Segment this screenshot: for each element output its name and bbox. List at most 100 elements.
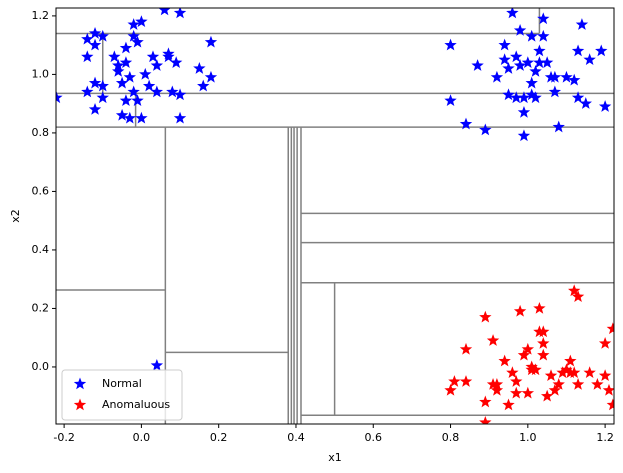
star-point — [498, 354, 511, 367]
star-point — [548, 85, 562, 98]
star-point — [537, 348, 550, 361]
star-point — [88, 76, 102, 89]
star-point — [479, 310, 492, 323]
star-point — [544, 369, 558, 381]
star-point — [96, 29, 109, 42]
star-point — [537, 337, 550, 349]
star-point — [529, 91, 542, 104]
x-tick-label: 1.2 — [596, 431, 614, 444]
star-point — [158, 8, 171, 16]
star-point — [517, 105, 531, 118]
y-tick-label: 0.2 — [32, 301, 50, 314]
star-point — [479, 416, 492, 424]
star-point — [521, 56, 535, 68]
star-point — [583, 53, 596, 66]
x-tick-label: 0.2 — [210, 431, 228, 444]
star-point — [115, 108, 129, 121]
star-point — [510, 375, 523, 387]
star-point — [135, 111, 148, 124]
star-point — [197, 79, 210, 92]
star-point — [81, 85, 94, 98]
star-point — [490, 70, 504, 83]
star-point — [513, 59, 527, 71]
x-tick-label: 0.4 — [287, 431, 305, 444]
star-point — [537, 29, 550, 42]
star-point — [521, 342, 535, 355]
x-tick-label: -0.2 — [53, 431, 74, 444]
star-point — [548, 70, 562, 83]
star-point — [204, 70, 218, 83]
star-point — [88, 103, 102, 115]
y-tick-label: 0.4 — [32, 243, 50, 256]
star-point — [88, 26, 102, 39]
star-point — [517, 129, 531, 142]
star-point — [533, 56, 546, 68]
star-point — [598, 369, 612, 381]
star-point — [193, 62, 206, 74]
star-point — [564, 354, 577, 367]
star-point — [96, 91, 109, 104]
star-point — [568, 73, 581, 86]
star-point — [606, 398, 614, 411]
star-point — [506, 8, 519, 19]
star-point — [571, 44, 585, 57]
star-point — [502, 62, 515, 74]
star-point — [115, 76, 129, 89]
star-point — [560, 363, 573, 376]
y-tick-label: 0.6 — [32, 184, 50, 197]
x-tick-label: 0.0 — [133, 431, 151, 444]
star-point — [96, 79, 109, 92]
star-point — [510, 50, 523, 63]
star-point — [459, 375, 473, 387]
star-point — [56, 91, 63, 104]
star-point — [131, 35, 144, 48]
star-point — [127, 85, 140, 98]
star-point — [459, 342, 473, 355]
star-point — [513, 304, 527, 317]
star-point — [88, 38, 102, 51]
star-point — [119, 56, 133, 68]
star-point — [150, 85, 164, 98]
x-tick-label: 1.0 — [519, 431, 537, 444]
star-point — [486, 334, 500, 346]
star-point — [108, 50, 121, 63]
star-point — [540, 56, 554, 68]
star-point — [471, 59, 484, 71]
y-tick-label: 1.2 — [32, 9, 50, 22]
star-point — [502, 88, 515, 101]
star-point — [517, 348, 531, 361]
x-tick-label: 0.6 — [365, 431, 383, 444]
star-point — [150, 59, 164, 71]
star-point — [204, 35, 218, 48]
star-point — [119, 41, 133, 54]
star-point — [540, 389, 554, 402]
star-point — [131, 94, 144, 106]
star-point — [498, 38, 511, 51]
star-point — [529, 363, 542, 376]
star-point — [173, 8, 187, 19]
star-point — [521, 386, 535, 399]
star-point — [525, 76, 538, 89]
legend-marker — [73, 377, 87, 390]
star-point — [170, 56, 183, 68]
star-point — [560, 70, 573, 83]
y-axis-label: x2 — [9, 209, 22, 223]
star-point — [525, 29, 538, 42]
star-point — [146, 50, 160, 63]
star-point — [598, 337, 612, 349]
star-point — [525, 88, 538, 101]
star-point — [502, 398, 515, 411]
star-point — [119, 94, 133, 106]
star-point — [575, 18, 589, 30]
star-point — [142, 79, 156, 92]
star-point — [583, 366, 596, 379]
star-point — [479, 123, 492, 136]
star-point — [571, 378, 585, 390]
star-point — [591, 378, 604, 390]
legend-box — [61, 369, 183, 421]
star-point — [112, 64, 125, 77]
star-point — [568, 284, 581, 297]
star-point — [548, 383, 562, 396]
star-point — [579, 97, 592, 109]
